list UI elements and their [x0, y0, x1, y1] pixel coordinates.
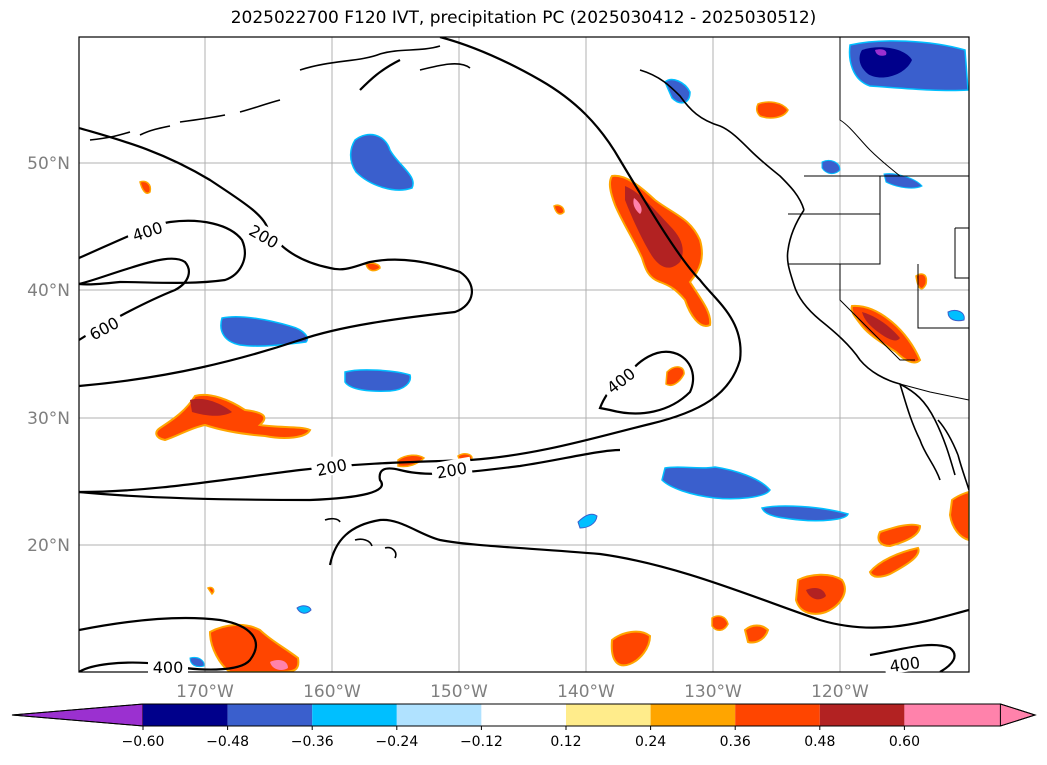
- colorbar-arrow-left: [11, 703, 144, 727]
- map-background: [79, 37, 969, 672]
- patch-south-red-2-core: [806, 588, 826, 600]
- patch-coast-blue-1: [664, 78, 691, 104]
- patch-mid-red-2: [397, 454, 426, 468]
- contour-south-1: [79, 616, 257, 672]
- negative-anomaly-patches: [189, 40, 969, 668]
- patch-mexico-red-1: [877, 523, 922, 548]
- patch-small-red-1: [365, 262, 381, 272]
- patch-mexico-red-3: [948, 490, 969, 542]
- longitude-labels: 170°W 160°W 150°W 140°W 130°W 120°W: [176, 682, 869, 702]
- colorbar-segment: [650, 704, 736, 726]
- positive-anomaly-patches: [139, 101, 969, 672]
- border-us-mexico: [899, 383, 969, 401]
- patch-small-blue-5: [189, 657, 205, 668]
- patch-offshore-plume-pink: [633, 198, 642, 214]
- patch-mexico-red-2: [868, 546, 920, 578]
- border-states-4: [917, 264, 969, 329]
- contour-label: 400: [153, 658, 184, 677]
- lat-label: 50°N: [27, 154, 70, 174]
- colorbar-tick-label: −0.48: [206, 734, 249, 750]
- coast-baja: [899, 383, 959, 481]
- map-title: 2025022700 F120 IVT, precipitation PC (2…: [230, 8, 817, 28]
- colorbar-tick-label: −0.24: [375, 734, 418, 750]
- patch-small-red-5: [206, 586, 215, 596]
- colorbar-segment: [312, 704, 397, 726]
- colorbar-segment: [396, 704, 482, 726]
- lat-label: 20°N: [27, 536, 70, 556]
- colorbar-segment: [481, 704, 566, 726]
- patch-west-red-1-core: [190, 398, 232, 416]
- lon-label: 160°W: [303, 682, 361, 702]
- lat-label: 40°N: [27, 281, 70, 301]
- graticule: [79, 37, 969, 672]
- border-states-5: [954, 227, 969, 279]
- patch-central-west-blue: [220, 315, 309, 347]
- map-frame: [78, 36, 970, 673]
- colorbar-segment: [904, 704, 1000, 726]
- patch-california-core: [862, 312, 900, 341]
- patch-small-blue-2: [821, 159, 841, 175]
- patch-small-blue-4: [296, 605, 312, 614]
- coast-mexico: [957, 454, 969, 491]
- border-states-3: [839, 264, 915, 361]
- colorbar-segment: [143, 704, 228, 726]
- contour-hawaii: [328, 518, 969, 629]
- patch-small-blue-1: [577, 513, 598, 529]
- contour-200-top: [359, 59, 401, 91]
- contour-200-south: [79, 448, 621, 502]
- contour-200-main: [79, 126, 473, 388]
- border-ak-canada: [839, 37, 901, 177]
- patch-east-blue-2: [760, 505, 849, 522]
- colorbar-tick-label: 0.60: [889, 734, 920, 750]
- coast-hawaii: [324, 517, 397, 559]
- colorbar-segment: [227, 704, 313, 726]
- patch-small-blue-3: [883, 173, 923, 189]
- patch-south-red-4: [711, 615, 729, 631]
- colorbar-tick-label: −0.36: [291, 734, 334, 750]
- contour-south-2: [869, 643, 956, 672]
- colorbar-segment: [819, 704, 905, 726]
- colorbar-segment: [566, 704, 651, 726]
- borders: [788, 37, 969, 401]
- patch-northeast-core: [859, 47, 912, 78]
- patch-small-red-2: [553, 204, 565, 215]
- patch-southwest-pink: [270, 660, 288, 670]
- patch-bc-red: [755, 101, 789, 119]
- colorbar-tick-label: 0.24: [635, 734, 666, 750]
- lon-label: 140°W: [557, 682, 615, 702]
- lon-label: 130°W: [684, 682, 742, 702]
- border-states-1: [788, 213, 881, 265]
- patch-gulf-alaska-blue: [349, 133, 414, 191]
- colorbar-tick-label: −0.60: [122, 734, 165, 750]
- lon-label: 150°W: [430, 682, 488, 702]
- colorbar: −0.60 −0.48 −0.36 −0.24 −0.12 0.12 0.24 0.36 0.4…: [11, 703, 1037, 750]
- colorbar-tick-label: −0.12: [460, 734, 503, 750]
- lon-label: 120°W: [811, 682, 869, 702]
- contour-label: 400: [888, 653, 921, 676]
- coastlines: [89, 45, 969, 559]
- colorbar-arrow-right: [999, 703, 1037, 727]
- coast-pnw: [786, 209, 956, 476]
- patch-south-red-3: [743, 624, 770, 644]
- patch-small-blue-6: [947, 309, 965, 322]
- colorbar-tick-label: 0.36: [720, 734, 751, 750]
- latitude-labels: 50°N 40°N 30°N 20°N: [27, 154, 70, 556]
- patch-south-red-1: [610, 630, 652, 667]
- patch-small-red-3: [139, 180, 152, 194]
- lon-label: 170°W: [176, 682, 234, 702]
- patch-central-blue: [344, 369, 412, 392]
- colorbar-tick-label: 0.12: [550, 734, 581, 750]
- coast-aleutians: [89, 99, 281, 141]
- patch-northeast-purple: [875, 49, 887, 56]
- coast-alaska: [299, 45, 805, 211]
- colorbar-segment: [735, 704, 820, 726]
- patch-mid-red-1: [665, 366, 685, 386]
- colorbar-tick-label: 0.48: [804, 734, 835, 750]
- patch-east-blue-1: [661, 466, 771, 500]
- contour-600: [79, 257, 190, 341]
- lat-label: 30°N: [27, 409, 70, 429]
